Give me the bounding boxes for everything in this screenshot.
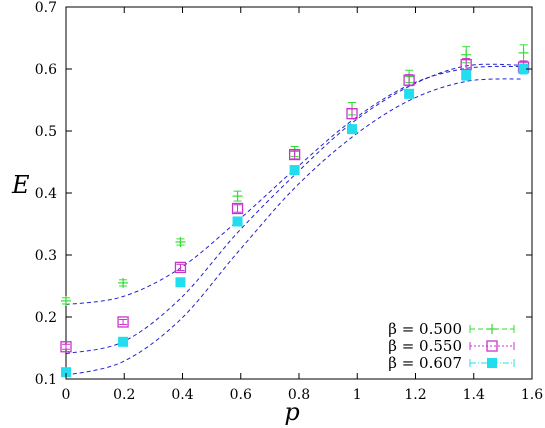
series-2 bbox=[61, 63, 529, 378]
data-point bbox=[288, 148, 301, 161]
legend-label-0: β = 0.500 bbox=[388, 320, 462, 338]
data-point bbox=[404, 88, 415, 99]
plot-area bbox=[65, 6, 533, 380]
data-point bbox=[289, 165, 300, 176]
data-point bbox=[174, 261, 187, 274]
x-tick-label: 0.8 bbox=[288, 387, 310, 403]
data-point bbox=[61, 295, 71, 306]
data-point bbox=[518, 47, 529, 58]
y-tick-label: 0.5 bbox=[35, 124, 57, 140]
axis-ticks: 0 0.2 0.4 0.6 0.8 1 1.2 1.4 1.6 0.1 0.2 0.3 0.4 0.5 0.… bbox=[35, 0, 543, 403]
x-tick-label: 1.6 bbox=[521, 387, 543, 403]
data-point bbox=[346, 107, 358, 120]
data-point bbox=[175, 277, 186, 288]
series-0 bbox=[61, 44, 529, 306]
fit-curve-0 bbox=[65, 65, 524, 306]
data-point bbox=[231, 202, 244, 215]
x-tick-label: 1 bbox=[353, 387, 362, 403]
legend-marker-0 bbox=[487, 324, 497, 334]
y-axis-label: E bbox=[11, 171, 30, 199]
series-1 bbox=[60, 57, 530, 353]
y-tick-label: 0.3 bbox=[35, 248, 57, 264]
y-tick-label: 0.4 bbox=[35, 186, 57, 202]
data-point bbox=[232, 216, 243, 227]
fit-curve-1 bbox=[65, 63, 524, 355]
plot-frame bbox=[65, 6, 533, 380]
data-point bbox=[175, 236, 186, 247]
x-tick-label: 0.2 bbox=[113, 387, 135, 403]
x-tick-label: 1.4 bbox=[463, 387, 485, 403]
y-tick-label: 0.6 bbox=[35, 62, 57, 78]
data-point bbox=[118, 277, 129, 288]
data-point bbox=[60, 341, 72, 353]
data-point bbox=[61, 367, 71, 378]
data-point bbox=[461, 70, 472, 81]
data-point bbox=[347, 124, 358, 135]
legend-marker-2 bbox=[487, 358, 497, 368]
data-point bbox=[118, 336, 129, 347]
x-tick-label: 0.6 bbox=[230, 387, 252, 403]
data-point bbox=[460, 59, 472, 71]
legend-marker-1 bbox=[486, 340, 498, 352]
legend-label-1: β = 0.550 bbox=[388, 337, 462, 355]
x-axis-label: p bbox=[284, 398, 299, 426]
x-tick-label: 0 bbox=[62, 387, 71, 403]
x-tick-label: 1.2 bbox=[404, 387, 426, 403]
fit-curves bbox=[65, 63, 524, 376]
fit-curve-2 bbox=[65, 78, 524, 376]
legend-label-2: β = 0.607 bbox=[388, 354, 462, 372]
y-tick-label: 0.1 bbox=[35, 372, 57, 388]
y-tick-label: 0.2 bbox=[35, 310, 57, 326]
data-point bbox=[403, 74, 415, 86]
data-markers bbox=[60, 44, 530, 378]
data-point bbox=[232, 191, 243, 202]
x-tick-label: 0.4 bbox=[171, 387, 193, 403]
data-point bbox=[117, 316, 129, 328]
data-point bbox=[518, 64, 529, 74]
y-tick-label: 0.7 bbox=[35, 0, 57, 16]
